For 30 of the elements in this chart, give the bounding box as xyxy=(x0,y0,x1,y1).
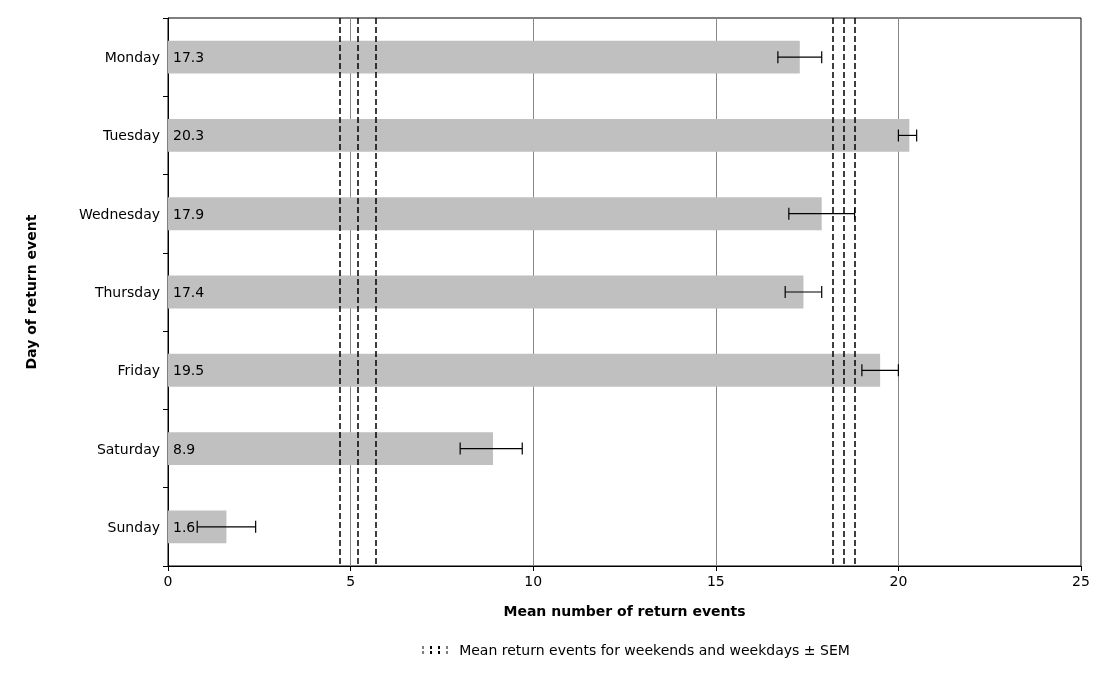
bar xyxy=(168,432,494,466)
y-tick-label: Monday xyxy=(104,49,160,66)
bar xyxy=(168,118,910,152)
data-label: 8.9 xyxy=(173,440,196,457)
x-axis-title: Mean number of return events xyxy=(503,603,746,619)
bar xyxy=(168,40,800,74)
bar xyxy=(168,353,881,387)
bar xyxy=(168,197,822,231)
data-label: 17.9 xyxy=(173,205,205,222)
bar xyxy=(168,510,227,544)
x-tick-label: 20 xyxy=(889,573,908,589)
x-tick-label: 0 xyxy=(163,573,173,589)
y-tick-label: Sunday xyxy=(107,518,160,535)
x-tick-label: 15 xyxy=(706,573,725,589)
text: Mean return events for weekends and weekdays ± SEM xyxy=(459,642,850,658)
x-tick-label: 5 xyxy=(346,573,356,589)
data-label: 17.3 xyxy=(173,49,205,66)
y-axis-title: Day of return event xyxy=(23,214,39,370)
bar xyxy=(168,275,804,309)
data-label: 1.6 xyxy=(173,518,196,535)
data-label: 17.4 xyxy=(173,284,205,300)
data-label: 20.3 xyxy=(173,127,205,144)
y-tick-label: Friday xyxy=(117,362,160,379)
data-label: 19.5 xyxy=(173,362,205,379)
y-tick-label: Saturday xyxy=(96,440,160,457)
x-tick-label: 25 xyxy=(1072,573,1090,589)
y-tick-label: Tuesday xyxy=(102,127,160,144)
y-tick-label: Thursday xyxy=(93,284,160,300)
x-tick-label: 10 xyxy=(524,573,543,589)
y-tick-label: Wednesday xyxy=(78,205,160,222)
